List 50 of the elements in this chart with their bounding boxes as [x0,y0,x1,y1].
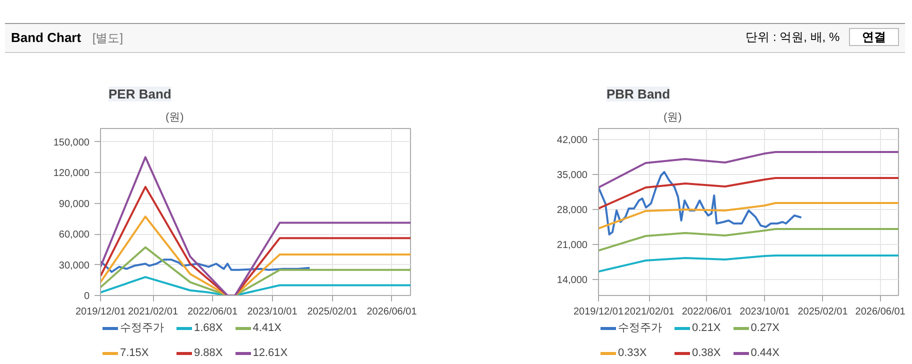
y-tick-label: 30,000 [58,260,90,272]
line-series [598,151,898,188]
x-tick-label: 2026/06/01 [366,306,418,318]
text: Band Chart [11,30,82,45]
x-tick-label: 2025/02/01 [798,306,848,318]
y-tick-label: 150,000 [53,137,90,148]
y-axis-title: (원) [166,112,184,124]
chart-title: PER Band [108,86,172,102]
y-tick-label: 0 [84,291,90,302]
legend-label: 12.61X [252,347,288,359]
x-tick-label: 2025/02/01 [307,306,358,318]
legend-label: 수정주가 [618,321,662,335]
legend-label: 9.88X [194,347,223,359]
legend-label: 0.27X [750,322,780,334]
line-series [598,202,898,230]
legend-label: 4.41X [252,322,282,334]
y-axis-title: (원) [664,112,682,124]
x-tick-label: 2022/06/01 [682,306,732,318]
x-tick-label: 2019/12/01 [573,306,624,318]
line-series [598,171,802,236]
x-tick-label: 2026/06/01 [855,306,906,318]
line-series [100,258,311,273]
legend-label: 7.15X [120,347,149,359]
x-tick-label: 2022/06/01 [187,306,238,318]
line-series [598,177,898,210]
y-tick-label: 28,000 [556,205,588,216]
x-tick-label: 2021/02/01 [128,306,178,318]
chart-title: PBR Band [606,86,670,102]
text: 단위 : 억원, 배, % [746,30,840,44]
line-series [598,228,898,252]
y-tick-label: 90,000 [58,198,90,210]
y-tick-label: 14,000 [556,275,588,286]
text: [별도] [92,30,124,45]
x-tick-label: 2023/10/01 [740,306,790,318]
legend-label: 0.44X [750,347,780,359]
legend-label: 수정주가 [120,321,164,335]
y-tick-label: 42,000 [556,135,588,146]
legend-label: 0.33X [618,347,647,359]
x-tick-label: 2023/10/01 [247,306,298,318]
legend-label: 1.68X [194,322,223,334]
text: 연결 [849,28,899,46]
y-tick-label: 35,000 [556,170,588,181]
x-tick-label: 2019/12/01 [75,306,126,318]
line-series [598,254,898,272]
y-tick-label: 21,000 [556,240,588,251]
legend-label: 0.21X [692,322,721,334]
legend-label: 0.38X [692,347,721,359]
y-tick-label: 120,000 [53,168,90,180]
y-tick-label: 60,000 [58,230,90,241]
x-tick-label: 2021/02/01 [624,306,675,318]
